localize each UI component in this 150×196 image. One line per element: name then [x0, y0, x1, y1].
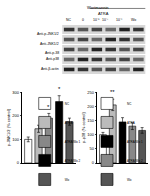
svg-text:300: 300: [12, 90, 19, 95]
svg-text:100: 100: [87, 132, 94, 137]
svg-text:*: *: [58, 86, 61, 92]
svg-text:50: 50: [90, 146, 95, 151]
svg-text:200: 200: [87, 104, 94, 109]
svg-text:ATRA/Wo 2: ATRA/Wo 2: [65, 159, 81, 163]
svg-text:250: 250: [87, 90, 94, 95]
svg-text:Anti-p-JNK1/2: Anti-p-JNK1/2: [37, 32, 59, 36]
svg-text:Anti-p38: Anti-p38: [46, 57, 59, 61]
svg-text:p-p38 (% control): p-p38 (% control): [81, 112, 86, 143]
svg-text:Wo: Wo: [127, 178, 132, 182]
svg-text:ATRA: ATRA: [98, 11, 109, 16]
svg-text:10⁻⁸: 10⁻⁸: [93, 18, 100, 22]
svg-text:Anti-p-38: Anti-p-38: [45, 51, 59, 55]
svg-text:10⁻⁶: 10⁻⁶: [116, 18, 123, 22]
svg-text:100: 100: [12, 137, 19, 142]
svg-text:ATRA/Wo 2: ATRA/Wo 2: [127, 159, 143, 163]
svg-text:NC: NC: [66, 18, 72, 22]
svg-text:10⁻⁷: 10⁻⁷: [102, 18, 109, 22]
svg-text:ATRA: ATRA: [65, 121, 73, 125]
svg-text:Wo: Wo: [65, 178, 70, 182]
svg-text:150: 150: [87, 118, 94, 123]
svg-text:**: **: [110, 89, 115, 95]
svg-text:Anti-JNK1/2: Anti-JNK1/2: [40, 42, 59, 46]
svg-text:NC: NC: [65, 102, 70, 106]
svg-text:*: *: [47, 104, 50, 110]
svg-text:ATRA: ATRA: [127, 121, 135, 125]
svg-text:0: 0: [82, 18, 84, 22]
svg-text:Anti-β-actin: Anti-β-actin: [41, 67, 59, 71]
svg-text:Wortmannin: Wortmannin: [87, 5, 109, 10]
svg-text:Wo: Wo: [131, 18, 136, 22]
svg-text:200: 200: [12, 113, 19, 118]
svg-text:0: 0: [92, 160, 95, 165]
svg-text:ATRA/Wo 1: ATRA/Wo 1: [127, 140, 143, 144]
svg-text:NC: NC: [127, 102, 132, 106]
svg-text:p-JNK1/2 (% control): p-JNK1/2 (% control): [6, 108, 11, 146]
svg-text:0: 0: [17, 160, 20, 165]
svg-text:ATRA/Wo 1: ATRA/Wo 1: [65, 140, 81, 144]
